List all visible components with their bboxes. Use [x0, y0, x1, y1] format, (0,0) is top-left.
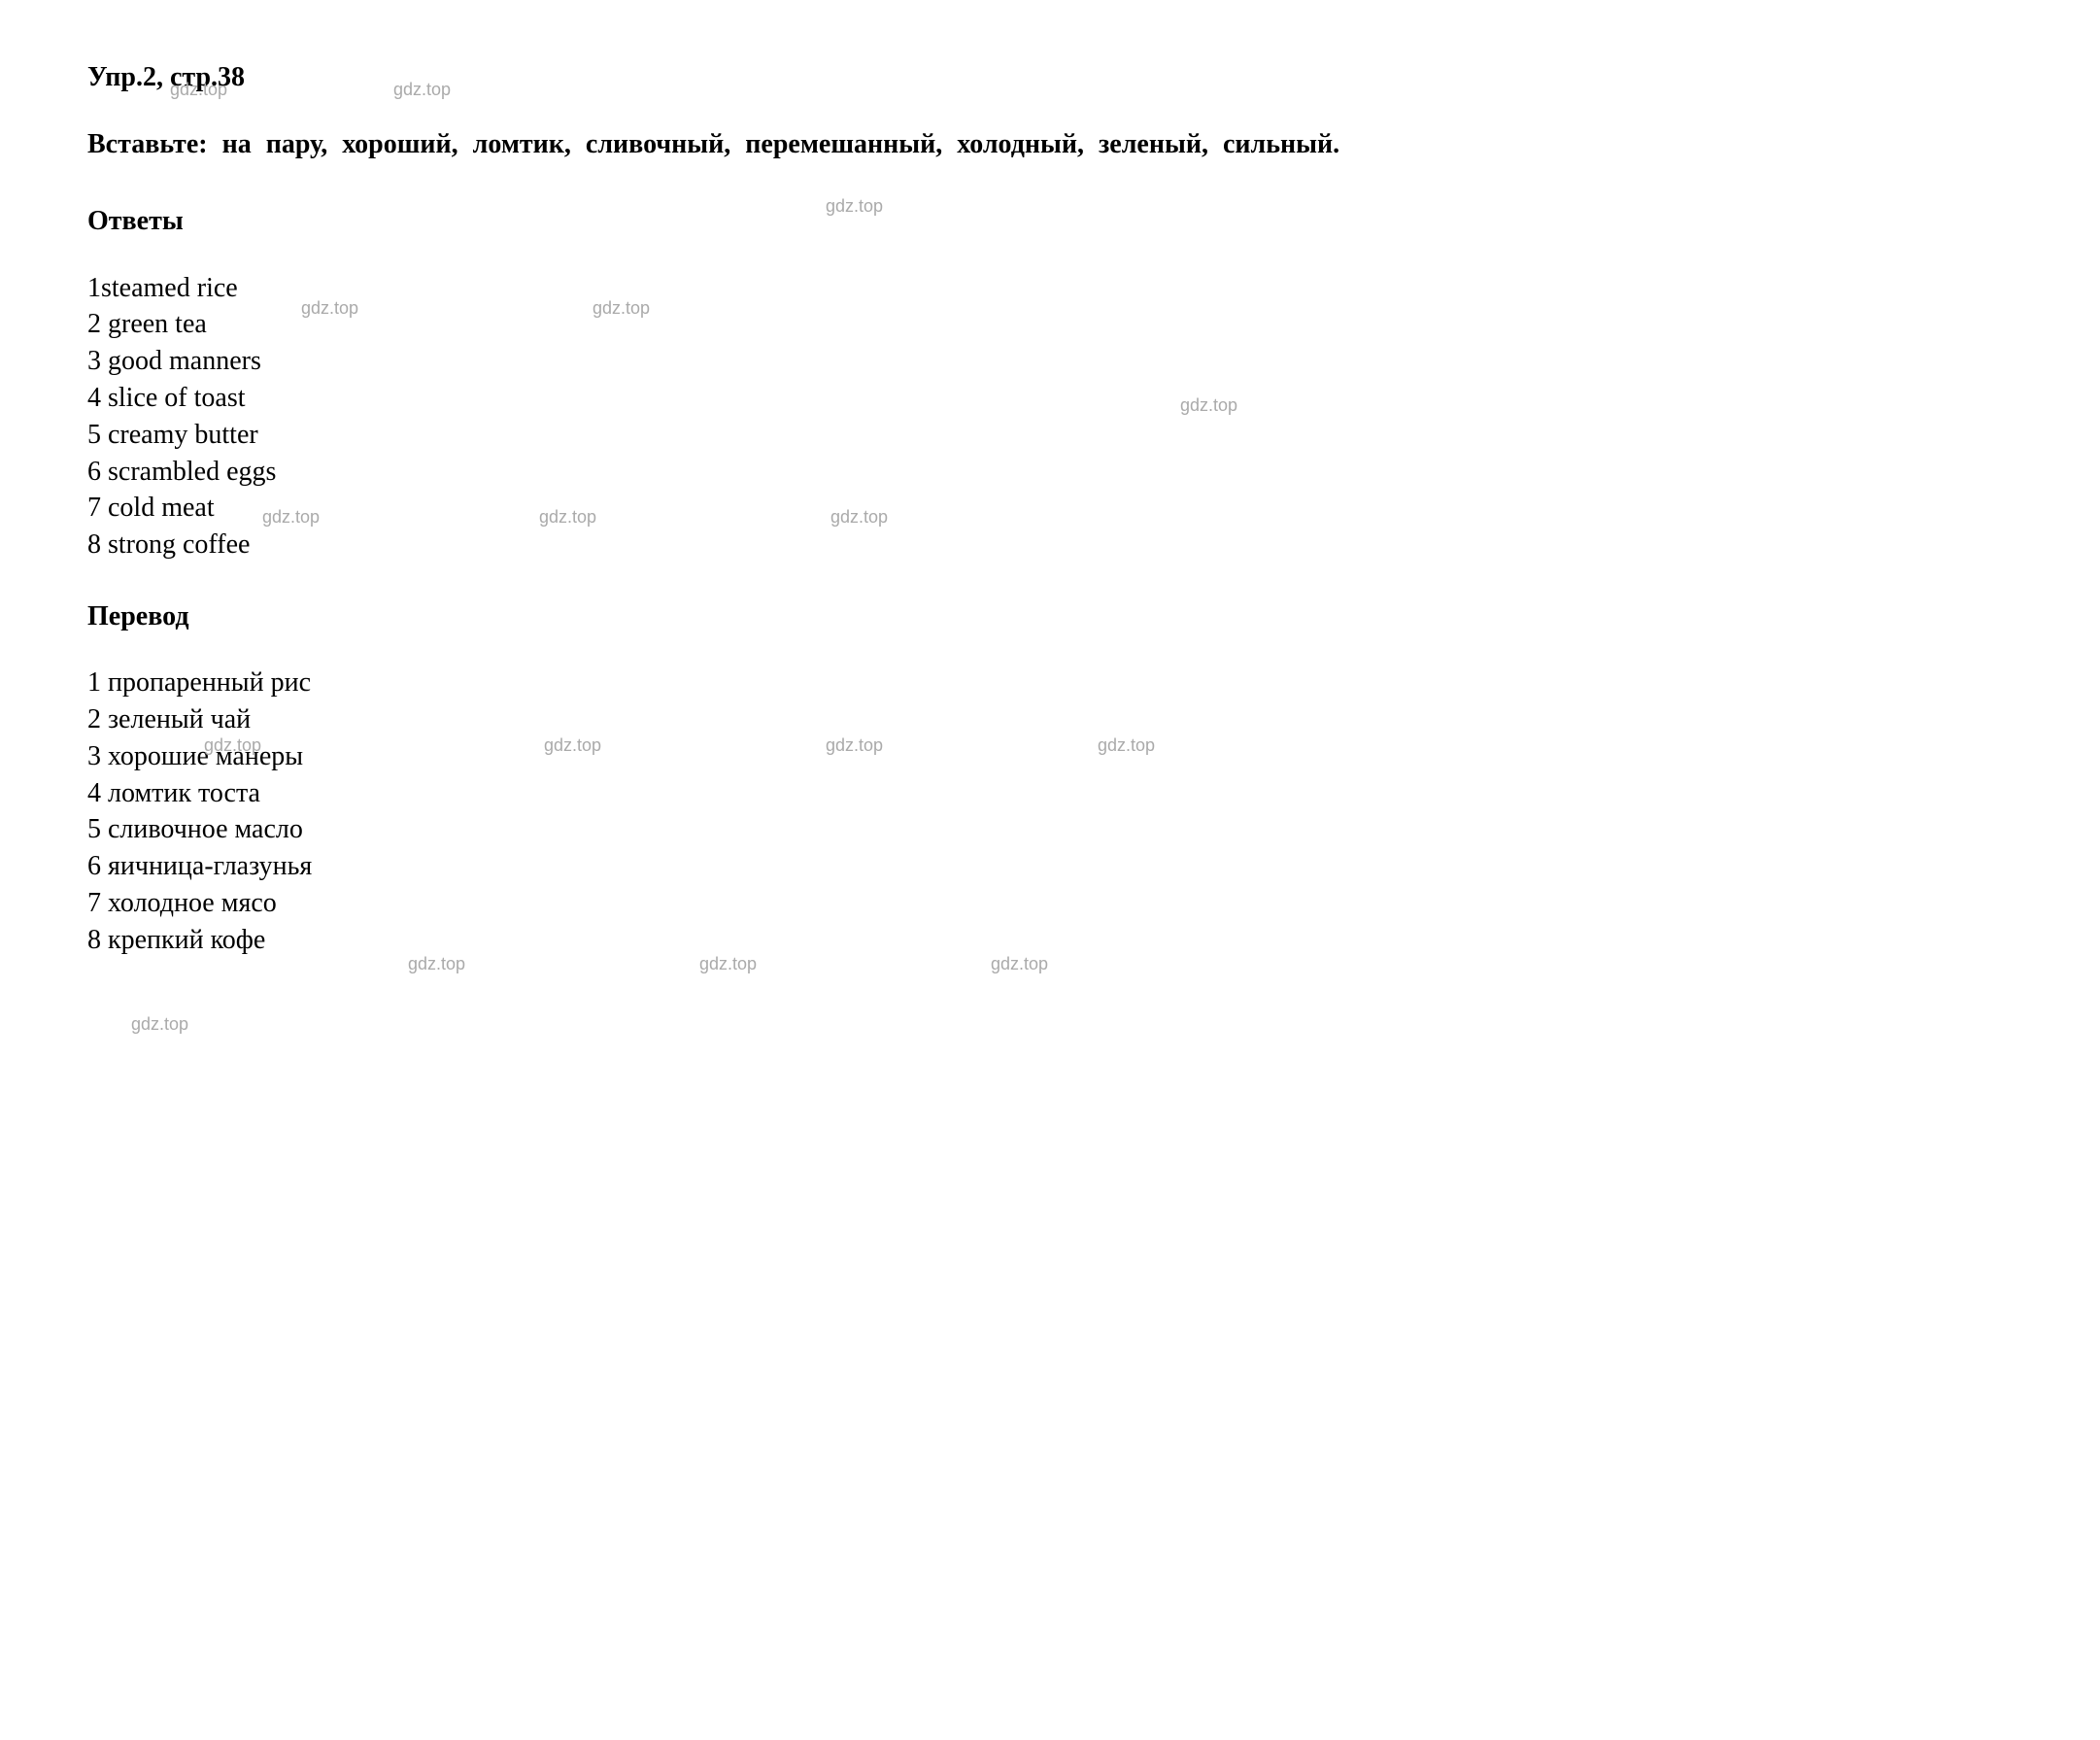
- list-item: 6 scrambled eggs: [87, 454, 2013, 491]
- list-item: 5 creamy butter: [87, 417, 2013, 454]
- list-item: 7 холодное мясо: [87, 885, 2013, 922]
- list-item: 4 ломтик тоста: [87, 775, 2013, 812]
- list-item: 2 green tea: [87, 306, 2013, 343]
- answers-title: Ответы: [87, 202, 2013, 240]
- list-item: 3 good manners: [87, 343, 2013, 380]
- list-item: 4 slice of toast: [87, 380, 2013, 417]
- answers-list: 1steamed rice 2 green tea 3 good manners…: [87, 270, 2013, 563]
- list-item: 1 пропаренный рис: [87, 665, 2013, 701]
- list-item: 2 зеленый чай: [87, 701, 2013, 738]
- translations-list: 1 пропаренный рис 2 зеленый чай 3 хороши…: [87, 665, 2013, 958]
- list-item: 3 хорошие манеры: [87, 738, 2013, 775]
- list-item: 8 strong coffee: [87, 527, 2013, 563]
- instruction-text: Вставьте: на пару, хороший, ломтик, слив…: [87, 125, 2013, 163]
- list-item: 1steamed rice: [87, 270, 2013, 307]
- list-item: 7 cold meat: [87, 490, 2013, 527]
- list-item: 5 сливочное масло: [87, 811, 2013, 848]
- translation-title: Перевод: [87, 597, 2013, 635]
- watermark-text: gdz.top: [131, 1012, 188, 1037]
- exercise-heading: Упр.2, стр.38: [87, 58, 2013, 96]
- list-item: 6 яичница-глазунья: [87, 848, 2013, 885]
- list-item: 8 крепкий кофе: [87, 922, 2013, 959]
